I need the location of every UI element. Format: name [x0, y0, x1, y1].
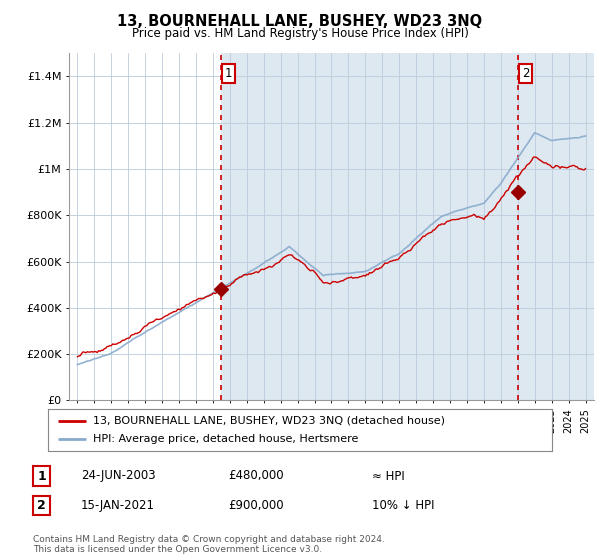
Text: 13, BOURNEHALL LANE, BUSHEY, WD23 3NQ (detached house): 13, BOURNEHALL LANE, BUSHEY, WD23 3NQ (d…	[94, 416, 445, 426]
Text: Price paid vs. HM Land Registry's House Price Index (HPI): Price paid vs. HM Land Registry's House …	[131, 27, 469, 40]
Text: 24-JUN-2003: 24-JUN-2003	[81, 469, 155, 483]
Text: 1: 1	[37, 469, 46, 483]
Text: £480,000: £480,000	[228, 469, 284, 483]
Text: 10% ↓ HPI: 10% ↓ HPI	[372, 498, 434, 512]
Text: 13, BOURNEHALL LANE, BUSHEY, WD23 3NQ: 13, BOURNEHALL LANE, BUSHEY, WD23 3NQ	[118, 14, 482, 29]
Text: 2: 2	[522, 67, 529, 80]
Text: 15-JAN-2021: 15-JAN-2021	[81, 498, 155, 512]
Bar	[69, 53, 221, 400]
Text: Contains HM Land Registry data © Crown copyright and database right 2024.
This d: Contains HM Land Registry data © Crown c…	[33, 535, 385, 554]
Text: ≈ HPI: ≈ HPI	[372, 469, 405, 483]
Text: HPI: Average price, detached house, Hertsmere: HPI: Average price, detached house, Hert…	[94, 434, 359, 444]
Bar	[221, 53, 594, 400]
Text: 2: 2	[37, 498, 46, 512]
Text: £900,000: £900,000	[228, 498, 284, 512]
Text: 1: 1	[224, 67, 232, 80]
